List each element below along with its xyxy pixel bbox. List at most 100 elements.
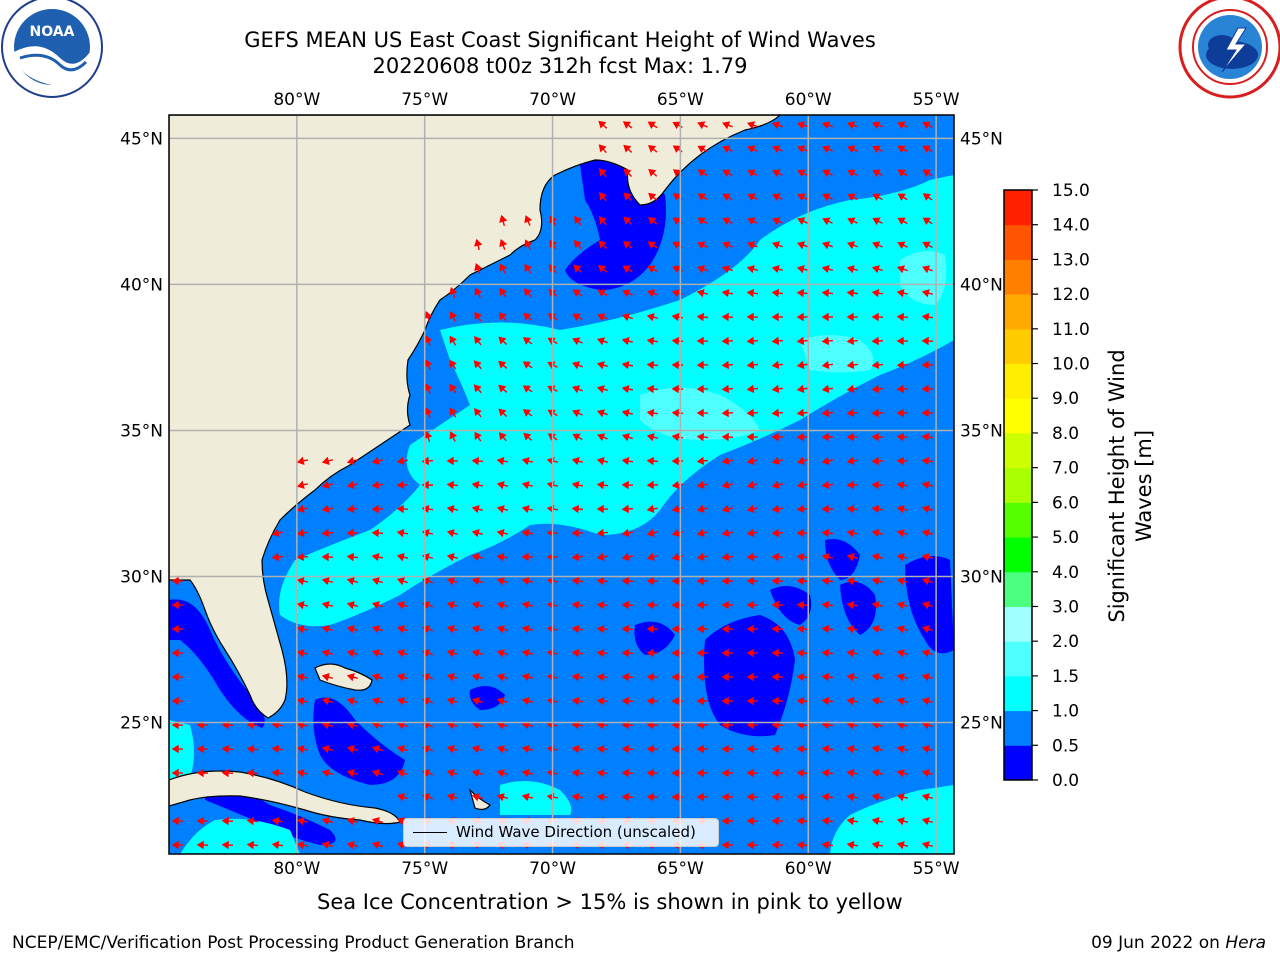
map-gridlines bbox=[169, 115, 954, 854]
wave-direction-arrow bbox=[696, 696, 709, 706]
wave-direction-arrow bbox=[321, 504, 334, 514]
colorbar-tick-label: 6.0 bbox=[1052, 493, 1079, 513]
wave-direction-arrow bbox=[746, 672, 759, 682]
wave-direction-arrow bbox=[721, 792, 734, 802]
wave-direction-arrow bbox=[622, 265, 633, 273]
wave-direction-arrow bbox=[722, 121, 733, 130]
colorbar-tick-label: 15.0 bbox=[1052, 181, 1090, 201]
wave-direction-arrow bbox=[921, 552, 934, 562]
wave-direction-arrow bbox=[822, 217, 833, 226]
wave-direction-arrow bbox=[572, 289, 583, 297]
wave-direction-arrow bbox=[796, 576, 809, 586]
wave-direction-arrow bbox=[896, 817, 909, 826]
wave-direction-arrow bbox=[496, 456, 509, 466]
wave-direction-arrow bbox=[396, 577, 408, 586]
wave-direction-arrow bbox=[571, 624, 584, 634]
wave-direction-arrow bbox=[671, 408, 684, 418]
wave-direction-arrow bbox=[271, 840, 284, 850]
wave-direction-arrow bbox=[296, 456, 309, 465]
wave-direction-arrow bbox=[697, 193, 708, 201]
wave-direction-arrow bbox=[523, 312, 533, 321]
wave-direction-arrow bbox=[622, 289, 633, 298]
wave-direction-arrow bbox=[746, 648, 759, 658]
wave-direction-arrow bbox=[446, 456, 459, 466]
wave-direction-arrow bbox=[346, 504, 359, 514]
wave-direction-arrow bbox=[473, 384, 482, 394]
wave-direction-arrow bbox=[721, 384, 734, 394]
wave-direction-arrow bbox=[646, 552, 659, 561]
wave-direction-arrow bbox=[471, 793, 483, 802]
wave-direction-arrow bbox=[396, 601, 408, 610]
wave-direction-arrow bbox=[671, 312, 684, 322]
wave-direction-arrow bbox=[896, 432, 909, 442]
wave-direction-arrow bbox=[696, 336, 709, 346]
wave-direction-arrow bbox=[721, 744, 734, 754]
wave-direction-arrow bbox=[523, 432, 533, 441]
wave-direction-arrow bbox=[596, 792, 609, 802]
wave-direction-arrow bbox=[821, 504, 834, 514]
wave-direction-arrow bbox=[646, 504, 659, 514]
wave-direction-arrow bbox=[621, 337, 634, 346]
wave-direction-arrow bbox=[871, 768, 884, 778]
wave-direction-arrow bbox=[296, 624, 309, 634]
wave-direction-arrow bbox=[471, 552, 484, 562]
wave-direction-arrow bbox=[596, 385, 609, 394]
lon-tick-label-bottom: 80°W bbox=[273, 859, 320, 879]
wave-direction-arrow bbox=[697, 241, 708, 250]
wave-direction-arrow bbox=[896, 841, 909, 850]
wave-direction-arrow bbox=[771, 336, 784, 346]
wave-direction-arrow bbox=[671, 456, 684, 466]
wave-direction-arrow bbox=[921, 697, 933, 706]
wave-direction-arrow bbox=[796, 768, 809, 778]
wave-direction-arrow bbox=[574, 215, 582, 226]
wave-direction-arrow bbox=[474, 431, 482, 442]
wave-direction-arrow bbox=[474, 311, 482, 322]
wave-direction-arrow bbox=[821, 121, 833, 130]
wave-direction-arrow bbox=[871, 792, 884, 802]
wave-direction-arrow bbox=[771, 816, 784, 826]
wave-direction-arrow bbox=[896, 288, 909, 298]
wave-direction-arrow bbox=[671, 384, 684, 394]
wave-direction-arrow bbox=[771, 384, 784, 394]
colorbar-segment bbox=[1004, 502, 1032, 538]
wave-direction-arrow bbox=[446, 745, 458, 754]
wave-direction-arrow bbox=[646, 792, 659, 802]
wave-direction-arrow bbox=[571, 528, 584, 538]
lon-tick-label-top: 65°W bbox=[657, 90, 704, 110]
wave-direction-arrow bbox=[246, 816, 259, 826]
map-legend: Wind Wave Direction (unscaled) bbox=[403, 818, 719, 847]
wave-direction-arrow bbox=[171, 768, 184, 778]
wave-direction-arrow bbox=[321, 649, 334, 658]
wave-direction-arrow bbox=[296, 672, 309, 682]
wave-direction-arrow bbox=[521, 505, 534, 514]
wave-direction-arrow bbox=[671, 552, 684, 561]
wave-direction-arrow bbox=[722, 193, 733, 202]
wave-direction-arrow bbox=[847, 169, 858, 178]
wave-direction-arrow bbox=[471, 480, 484, 490]
wave-direction-arrow bbox=[796, 696, 809, 706]
colorbar-tick-label: 0.0 bbox=[1052, 771, 1079, 791]
wave-direction-arrow bbox=[821, 384, 834, 394]
wave-direction-arrow bbox=[872, 217, 883, 226]
wave-direction-arrow bbox=[722, 217, 733, 226]
wave-direction-arrow bbox=[321, 552, 334, 562]
wave-direction-arrow bbox=[446, 697, 458, 706]
wave-direction-arrow bbox=[471, 505, 484, 514]
wave-direction-arrow bbox=[621, 384, 634, 394]
wave-direction-arrow bbox=[496, 793, 509, 802]
wave-direction-arrow bbox=[524, 239, 533, 250]
wave-direction-arrow bbox=[296, 816, 309, 826]
wave-direction-arrow bbox=[771, 312, 784, 322]
wave-direction-arrow bbox=[721, 840, 734, 850]
wave-direction-arrow bbox=[796, 336, 809, 346]
wave-direction-arrow bbox=[171, 696, 184, 706]
wave-direction-arrow bbox=[596, 696, 609, 706]
wave-direction-arrow bbox=[474, 336, 482, 346]
legend-line-sample bbox=[413, 832, 447, 833]
wave-direction-arrow bbox=[496, 481, 509, 490]
wave-direction-arrow bbox=[474, 287, 483, 298]
wave-direction-arrow bbox=[746, 504, 759, 513]
lon-tick-label-bottom: 75°W bbox=[401, 859, 448, 879]
wave-direction-arrow bbox=[446, 793, 458, 802]
map-tick-labels: 80°W 80°W 75°W 75°W 70°W 70°W 65°W 65°W 60°W 60°W… bbox=[120, 90, 1003, 879]
